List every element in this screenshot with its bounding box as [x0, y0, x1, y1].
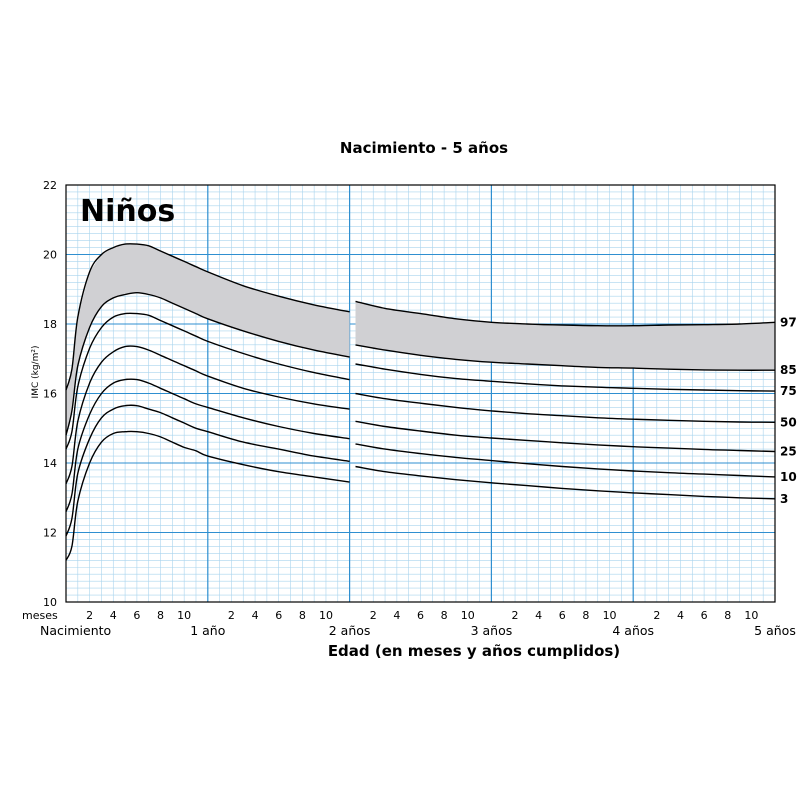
x-month-prefix: meses: [22, 609, 58, 622]
x-year-label: 3 años: [471, 623, 513, 638]
x-axis-ticks: meses 2 4 6 8 10 2 4 6 8 10 2 4 6 8 10 2 4 6 8 10 2 4 6 8 10 Nacim…: [22, 609, 796, 638]
percentile-labels: 97 85 75 50 25 10 3: [780, 315, 797, 506]
x-month-tick-label: 2: [228, 609, 235, 622]
percentile-curve-p3: [355, 465, 776, 500]
x-year-label: 4 años: [612, 623, 654, 638]
x-month-tick-label: 6: [275, 609, 282, 622]
x-year-label: Nacimiento: [40, 623, 111, 638]
plot-area: [65, 184, 776, 603]
y-tick-label: 10: [43, 596, 57, 609]
percentile-curve-p25: [355, 420, 776, 453]
y-tick-label: 12: [43, 527, 57, 540]
x-month-tick-label: 2: [86, 609, 93, 622]
x-month-tick-label: 10: [461, 609, 475, 622]
percentile-curve-p10: [65, 404, 350, 537]
x-month-tick-label: 4: [677, 609, 684, 622]
percentile-label-p3: 3: [780, 492, 788, 506]
percentile-curve-p85: [355, 344, 776, 371]
x-month-tick-label: 4: [535, 609, 542, 622]
x-month-tick-label: 2: [512, 609, 519, 622]
shaded-band: [66, 244, 775, 436]
x-month-tick-label: 8: [299, 609, 306, 622]
x-axis-label: Edad (en meses y años cumplidos): [328, 642, 620, 660]
x-month-tick-label: 8: [157, 609, 164, 622]
x-month-tick-label: 6: [133, 609, 140, 622]
percentile-curve-p75: [355, 363, 776, 392]
x-year-label: 2 años: [329, 623, 371, 638]
x-month-tick-label: 4: [393, 609, 400, 622]
percentile-label-p85: 85: [780, 363, 797, 377]
x-month-tick-label: 10: [177, 609, 191, 622]
x-month-tick-label: 6: [417, 609, 424, 622]
x-month-tick-label: 8: [582, 609, 589, 622]
x-month-tick-label: 4: [110, 609, 117, 622]
percentile-curve-p97: [65, 243, 350, 391]
percentile-curve-p25: [65, 378, 350, 512]
y-axis-label: IMC (kg/m²): [31, 346, 41, 399]
percentile-curve-p10: [355, 443, 776, 478]
percentile-label-p97: 97: [780, 315, 797, 329]
shaded-band-segment: [355, 301, 775, 371]
percentile-label-p10: 10: [780, 470, 797, 484]
panel-label: Niños: [80, 194, 175, 229]
percentile-label-p50: 50: [780, 415, 797, 429]
x-month-tick-label: 6: [559, 609, 566, 622]
percentile-curve-p97: [355, 300, 776, 327]
x-month-tick-label: 2: [653, 609, 660, 622]
y-tick-label: 22: [43, 179, 57, 192]
x-month-tick-label: 2: [370, 609, 377, 622]
y-axis-ticks: 10 12 14 16 18 20 22: [43, 179, 57, 609]
x-month-tick-label: 8: [441, 609, 448, 622]
chart-title: Nacimiento - 5 años: [340, 139, 508, 157]
percentile-label-p25: 25: [780, 445, 797, 459]
x-month-tick-label: 6: [701, 609, 708, 622]
percentile-curve-p3: [65, 430, 350, 561]
percentile-label-p75: 75: [780, 384, 797, 398]
x-month-tick-label: 10: [744, 609, 758, 622]
percentile-curve-p75: [65, 312, 350, 450]
x-month-tick-label: 8: [724, 609, 731, 622]
x-year-label: 5 años: [754, 623, 796, 638]
y-tick-label: 20: [43, 249, 57, 262]
shaded-band-segment: [66, 244, 350, 436]
percentile-curve-p85: [65, 291, 350, 436]
x-month-tick-label: 10: [319, 609, 333, 622]
x-year-label: 1 año: [190, 623, 225, 638]
y-tick-label: 16: [43, 388, 57, 401]
x-month-tick-label: 4: [252, 609, 259, 622]
y-tick-label: 14: [43, 457, 57, 470]
percentile-curves: [65, 243, 776, 561]
plot-frame: [65, 184, 776, 603]
y-tick-label: 18: [43, 318, 57, 331]
percentile-curve-p50: [65, 345, 350, 485]
x-month-tick-label: 10: [603, 609, 617, 622]
percentile-curve-p50: [355, 392, 776, 423]
